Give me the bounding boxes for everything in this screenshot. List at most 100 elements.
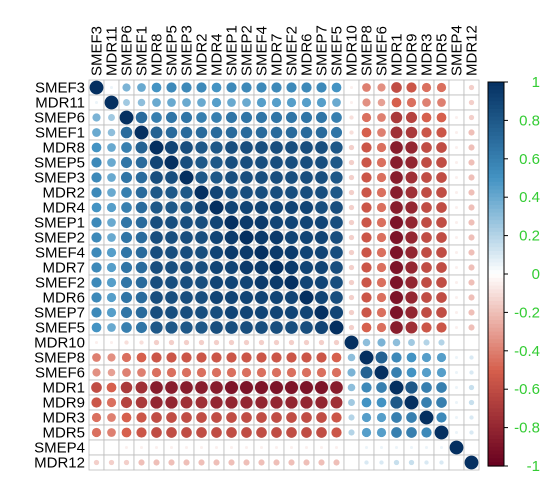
colorbar-tick-label: 1 <box>532 74 540 91</box>
correlation-circle <box>390 111 403 124</box>
correlation-circle <box>468 144 475 151</box>
correlation-circle <box>348 249 355 256</box>
correlation-circle <box>198 459 205 466</box>
correlation-circle <box>389 245 404 260</box>
correlation-circle <box>421 307 432 318</box>
correlation-circle <box>150 291 163 304</box>
correlation-circle <box>364 445 369 450</box>
correlation-circle <box>303 459 310 466</box>
correlation-circle <box>470 341 473 344</box>
correlation-circle <box>348 174 355 181</box>
correlation-circle <box>180 246 193 259</box>
correlation-circle <box>330 261 343 274</box>
correlation-circle <box>285 141 298 154</box>
column-label: SMEP8 <box>359 25 376 76</box>
correlation-circle <box>226 367 237 378</box>
correlation-circle <box>92 353 101 362</box>
colorbar-tick-label: -0.4 <box>514 343 540 360</box>
row-label: MDR2 <box>42 185 85 202</box>
correlation-circle <box>454 325 459 330</box>
colorbar: 1 0.8 0.6 0.4 0.2 0 -0.2 -0.4 -0.6 -0.8 -1 <box>487 74 540 475</box>
correlation-circle <box>121 187 132 198</box>
correlation-circle <box>318 339 325 346</box>
correlation-circle <box>286 82 297 93</box>
correlation-circle <box>150 381 163 394</box>
colorbar-segment <box>488 350 504 356</box>
correlation-circle <box>195 126 208 139</box>
correlation-circle <box>301 97 312 108</box>
correlation-circle <box>165 261 178 274</box>
correlation-circle <box>168 459 175 466</box>
correlation-circle <box>123 99 130 106</box>
correlation-circle <box>92 368 101 377</box>
correlation-circle <box>107 233 116 242</box>
row-label: MDR10 <box>34 335 85 352</box>
correlation-circle <box>107 173 116 182</box>
correlation-circle <box>284 380 299 395</box>
correlation-circle <box>469 370 474 375</box>
correlation-circle <box>377 128 386 137</box>
correlation-circle <box>314 245 329 260</box>
correlation-circle <box>150 171 163 184</box>
correlation-circle <box>166 427 177 438</box>
correlation-circle <box>468 324 475 331</box>
correlation-circle <box>406 97 417 108</box>
correlation-circle <box>348 414 355 421</box>
colorbar-segment <box>488 274 504 279</box>
correlation-circle <box>391 97 402 108</box>
correlation-circle <box>299 305 314 320</box>
correlation-circle <box>180 291 193 304</box>
colorbar-segment <box>488 366 504 371</box>
correlation-circle <box>224 275 239 290</box>
correlation-circle <box>315 141 328 154</box>
correlation-circle <box>361 142 372 153</box>
correlation-circle <box>436 382 447 393</box>
correlation-circle <box>91 142 102 153</box>
correlation-circle <box>299 275 314 290</box>
row-label: MDR8 <box>42 140 85 157</box>
correlation-circle <box>390 141 403 154</box>
correlation-circle <box>389 290 404 305</box>
column-label: MDR11 <box>104 26 121 76</box>
correlation-circle <box>405 126 418 139</box>
correlation-circle <box>240 321 253 334</box>
correlation-circle <box>91 322 102 333</box>
column-label: SMEF4 <box>254 26 271 76</box>
correlation-circle <box>468 279 475 286</box>
correlation-circle <box>165 231 178 244</box>
correlation-circle <box>210 306 223 319</box>
correlation-circle <box>91 157 102 168</box>
correlation-circle <box>454 130 459 135</box>
colorbar-segment <box>488 254 504 260</box>
correlation-circle <box>240 396 253 409</box>
correlation-circle <box>330 171 343 184</box>
correlation-circle <box>195 381 208 394</box>
correlation-circle <box>454 310 459 315</box>
row-labels: SMEF3MDR11SMEP6SMEF1MDR8SMEP5SMEP3MDR2MD… <box>34 80 85 472</box>
correlation-circle <box>254 245 269 260</box>
correlation-circle <box>224 260 239 275</box>
column-label: MDR12 <box>464 25 481 76</box>
column-label: MDR8 <box>149 33 166 76</box>
colorbar-segment <box>488 128 504 133</box>
colorbar-segment <box>488 408 504 413</box>
correlation-circle <box>255 126 268 139</box>
correlation-circle <box>135 201 148 214</box>
row-label: SMEP8 <box>34 350 85 367</box>
correlation-circle <box>329 320 344 335</box>
correlation-circle <box>270 396 283 409</box>
correlation-circle <box>121 202 132 213</box>
correlation-circle <box>154 445 159 450</box>
correlation-circle <box>405 381 418 394</box>
correlation-circle <box>330 156 343 169</box>
correlation-circle <box>454 160 459 165</box>
colorbar-segment <box>488 227 504 233</box>
correlation-circle <box>316 97 327 108</box>
correlation-circle <box>183 459 190 466</box>
correlation-circle <box>240 126 253 139</box>
correlation-circle <box>91 217 102 228</box>
correlation-circle <box>194 200 209 215</box>
correlation-circle <box>361 292 372 303</box>
correlation-circle <box>165 396 178 409</box>
correlation-circle <box>256 427 267 438</box>
